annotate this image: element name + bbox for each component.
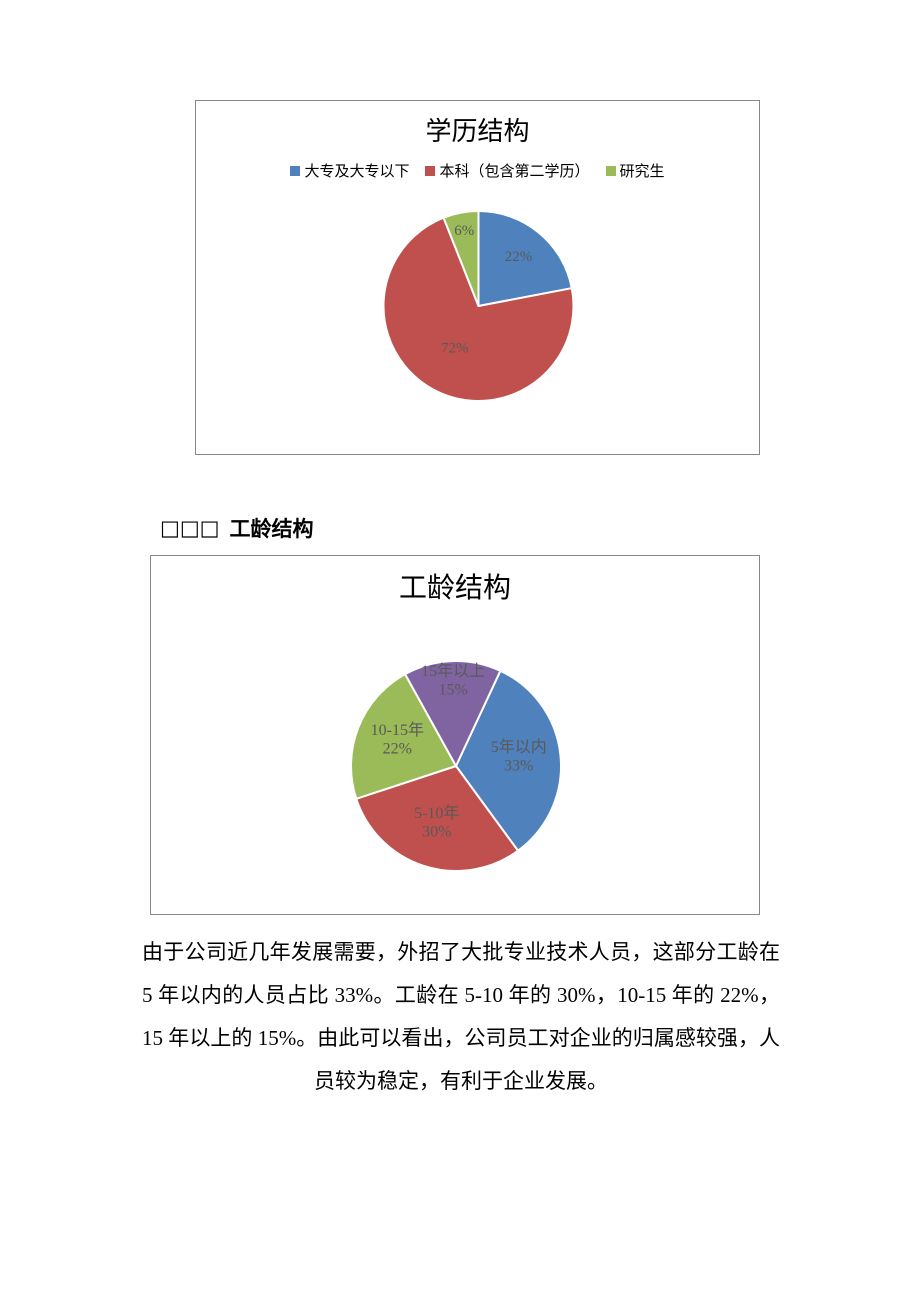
legend-swatch-icon (290, 166, 300, 176)
body-paragraph: 由于公司近几年发展需要，外招了大批专业技术人员，这部分工龄在 5 年以内的人员占… (142, 931, 780, 1103)
tenure-chart-title: 工龄结构 (151, 566, 759, 606)
legend-label: 研究生 (620, 160, 665, 181)
legend-item-graduate: 研究生 (606, 160, 665, 181)
legend-label: 本科（包含第二学历） (439, 160, 589, 181)
legend-item-bachelor: 本科（包含第二学历） (425, 160, 589, 181)
document-page: 学历结构 大专及大专以下 本科（包含第二学历） 研究生 22% 72% 6% □□□… (0, 100, 920, 1103)
education-chart-title: 学历结构 (196, 111, 759, 148)
legend-label: 大专及大专以下 (304, 160, 409, 181)
svg-text:72%: 72% (441, 341, 469, 357)
svg-text:6%: 6% (454, 223, 474, 239)
tenure-pie-svg: 5年以内33%5-10年30%10-15年22%15年以上15% (151, 606, 761, 906)
legend-swatch-icon (606, 166, 616, 176)
tenure-chart: 工龄结构 5年以内33%5-10年30%10-15年22%15年以上15% (150, 555, 760, 915)
section-heading-tenure: □□□ 工龄结构 (160, 513, 920, 543)
heading-prefix-boxes: □□□ (160, 516, 220, 540)
legend-swatch-icon (425, 166, 435, 176)
education-pie-area: 22% 72% 6% (196, 181, 759, 441)
svg-text:22%: 22% (505, 249, 533, 265)
education-chart: 学历结构 大专及大专以下 本科（包含第二学历） 研究生 22% 72% 6% (195, 100, 760, 455)
legend-item-college-below: 大专及大专以下 (290, 160, 409, 181)
education-pie-svg: 22% 72% 6% (196, 181, 761, 441)
heading-text: 工龄结构 (230, 513, 314, 543)
education-chart-legend: 大专及大专以下 本科（包含第二学历） 研究生 (196, 160, 759, 181)
tenure-pie-area: 5年以内33%5-10年30%10-15年22%15年以上15% (151, 606, 759, 906)
